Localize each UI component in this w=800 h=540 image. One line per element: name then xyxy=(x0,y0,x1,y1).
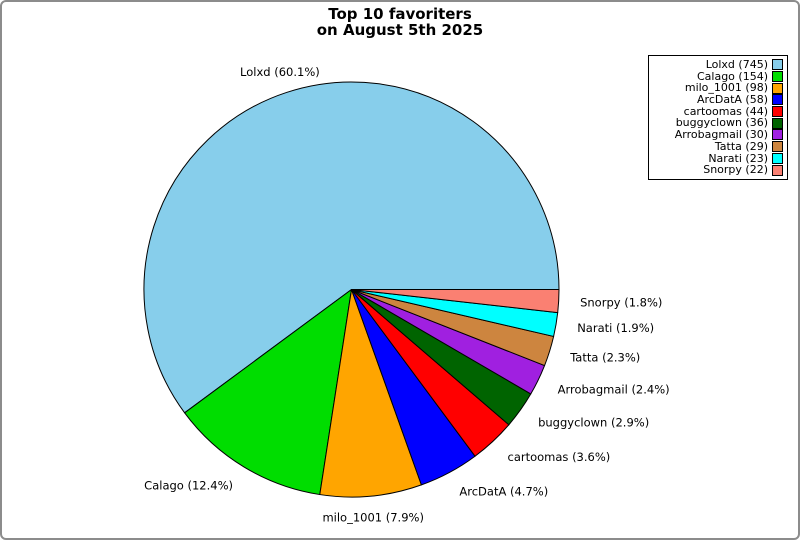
slice-label-Calago: Calago (12.4%) xyxy=(144,479,233,493)
slice-label-milo_1001: milo_1001 (7.9%) xyxy=(322,511,424,525)
legend-swatch-Arrobagmail xyxy=(772,129,783,141)
legend-label-Snorpy: Snorpy (22) xyxy=(703,163,768,177)
legend-row-Calago: Calago (154) xyxy=(653,69,783,83)
slice-label-ArcDatA: ArcDatA (4.7%) xyxy=(459,485,548,499)
legend-label-Tatta: Tatta (29) xyxy=(714,139,768,153)
slice-label-Arrobagmail: Arrobagmail (2.4%) xyxy=(558,382,670,396)
legend-row-Arrobagmail: Arrobagmail (30) xyxy=(653,129,783,141)
pie-slice-Snorpy xyxy=(351,289,560,314)
legend-label-cartoomas: cartoomas (44) xyxy=(683,104,768,118)
legend-label-buggyclown: buggyclown (36) xyxy=(675,116,768,130)
slice-label-Tatta: Tatta (2.3%) xyxy=(569,351,640,365)
chart-title-line2: on August 5th 2025 xyxy=(316,21,484,39)
legend-label-Narati: Narati (23) xyxy=(708,151,768,165)
slice-label-buggyclown: buggyclown (2.9%) xyxy=(538,415,649,429)
legend-label-Arrobagmail: Arrobagmail (30) xyxy=(674,128,768,142)
legend-swatch-Snorpy xyxy=(772,164,783,176)
legend-swatch-cartoomas xyxy=(772,106,783,118)
legend-label-Lolxd: Lolxd (745) xyxy=(705,58,768,71)
legend-swatch-milo_1001 xyxy=(772,82,783,94)
legend-box: Lolxd (745) Calago (154) milo_1001 (98) Arc… xyxy=(648,55,788,180)
legend-row-cartoomas: cartoomas (44) xyxy=(653,106,783,118)
legend-row-Narati: Narati (23) xyxy=(653,151,783,165)
pie-slice-Lolxd xyxy=(143,81,560,414)
slice-label-Snorpy: Snorpy (1.8%) xyxy=(580,295,662,309)
legend-swatch-ArcDatA xyxy=(772,94,783,106)
legend-swatch-Tatta xyxy=(772,141,783,153)
pie-slice-milo_1001 xyxy=(319,289,422,498)
pie-slice-labels: Lolxd (60.1%) Calago (12.4%) milo_1001 (7.… xyxy=(144,65,669,525)
legend-swatch-Narati xyxy=(772,152,783,164)
slice-label-cartoomas: cartoomas (3.6%) xyxy=(508,450,611,464)
legend-label-Calago: Calago (154) xyxy=(696,69,768,83)
legend-row-Snorpy: Snorpy (22) xyxy=(653,164,783,176)
legend-swatch-Calago xyxy=(772,71,783,83)
slice-label-Lolxd: Lolxd (60.1%) xyxy=(240,65,320,79)
legend-row-Tatta: Tatta (29) xyxy=(653,141,783,153)
legend-label-ArcDatA: ArcDatA (58) xyxy=(697,93,768,107)
pie-slices xyxy=(143,81,560,498)
legend-row-Lolxd: Lolxd (745) xyxy=(653,59,783,71)
slice-label-Narati: Narati (1.9%) xyxy=(577,321,654,335)
legend-row-milo_1001: milo_1001 (98) xyxy=(653,82,783,94)
chart-title: Top 10 favoriters on August 5th 2025 xyxy=(2,6,798,38)
legend-swatch-buggyclown xyxy=(772,117,783,129)
pie-slice-Calago xyxy=(184,289,352,496)
legend-row-buggyclown: buggyclown (36) xyxy=(653,117,783,129)
chart-title-line1: Top 10 favoriters xyxy=(328,5,472,23)
legend-label-milo_1001: milo_1001 (98) xyxy=(684,81,768,95)
legend-row-ArcDatA: ArcDatA (58) xyxy=(653,94,783,106)
legend-swatch-Lolxd xyxy=(772,59,783,71)
